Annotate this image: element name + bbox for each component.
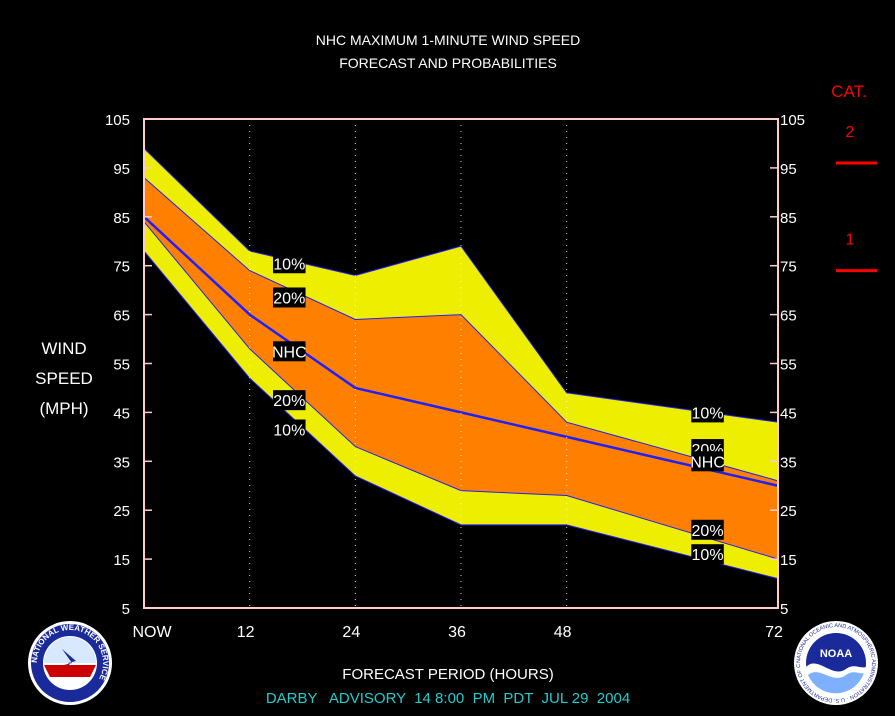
y-tick-label-right-25: 25	[780, 503, 797, 520]
band-label-9: 10%	[691, 544, 724, 565]
category-label-1: 1	[846, 232, 855, 249]
band-label-bg	[273, 390, 306, 411]
y-tick-label-right-85: 85	[780, 210, 797, 227]
band-label-7: NHC	[690, 451, 725, 472]
x-tick-label-0: NOW	[132, 624, 172, 641]
y-tick-label-left-65: 65	[113, 308, 130, 325]
band-label-bg	[273, 287, 306, 308]
edge-lower-10	[143, 250, 779, 580]
x-tick-label-72: 72	[765, 624, 783, 641]
band-label-0: 10%	[273, 253, 306, 274]
category-legend-header: CAT.	[831, 82, 867, 101]
band-label-1: 20%	[273, 287, 306, 308]
y-axis-label-line1: WIND	[41, 339, 86, 358]
band-label-text: 10%	[692, 405, 724, 422]
y-tick-label-left-15: 15	[113, 552, 130, 569]
band-label-text: 10%	[273, 423, 305, 440]
y-tick-label-right-65: 65	[780, 308, 797, 325]
band-label-bg	[273, 341, 306, 362]
band-label-text: NHC	[272, 344, 307, 361]
edge-upper-10	[143, 147, 779, 423]
x-tick-label-48: 48	[554, 624, 572, 641]
band-label-3: 20%	[273, 390, 306, 411]
chart-title-line2: FORECAST AND PROBABILITIES	[339, 55, 557, 71]
y-tick-label-right-105: 105	[780, 112, 805, 129]
noaa-logo-center: NOAA	[820, 648, 852, 660]
x-tick-label-36: 36	[448, 624, 466, 641]
band-label-text: 10%	[273, 256, 305, 273]
band-label-text: NHC	[690, 454, 725, 471]
category-legend: 21	[836, 124, 877, 273]
y-tick-label-left-55: 55	[113, 357, 130, 374]
y-tick-label-right-95: 95	[780, 161, 797, 178]
y-tick-label-left-45: 45	[113, 405, 130, 422]
category-label-2: 2	[846, 124, 855, 141]
band-20pct	[144, 177, 778, 560]
x-tick-label-12: 12	[237, 624, 255, 641]
y-tick-label-right-75: 75	[780, 259, 797, 276]
band-label-text: 20%	[273, 393, 305, 410]
y-axis-label-line3: (MPH)	[39, 399, 88, 418]
chart-title-line1: NHC MAXIMUM 1-MINUTE WIND SPEED	[316, 32, 580, 48]
y-tick-label-left-25: 25	[113, 503, 130, 520]
noaa-logo: NOAA NATIONAL OCEANIC AND ATMOSPHERIC AD…	[794, 621, 878, 705]
y-tick-label-right-45: 45	[780, 405, 797, 422]
nhc-forecast-line	[143, 215, 779, 487]
y-tick-label-right-5: 5	[780, 601, 788, 618]
band-label-text: 10%	[692, 547, 724, 564]
edge-lower-20	[143, 221, 779, 560]
band-label-5: 10%	[691, 402, 724, 423]
advisory-text: DARBY ADVISORY 14 8:00 PM PDT JUL 29 200…	[266, 690, 630, 707]
band-label-bg	[691, 544, 724, 565]
band-label-bg	[273, 419, 306, 440]
y-tick-label-left-95: 95	[113, 161, 130, 178]
y-tick-label-left-75: 75	[113, 259, 130, 276]
nws-logo: NATIONAL WEATHER SERVICE	[28, 621, 112, 705]
band-label-bg	[273, 253, 306, 274]
y-tick-label-left-85: 85	[113, 210, 130, 227]
y-axis-label-line2: SPEED	[35, 369, 93, 388]
y-tick-label-left-5: 5	[122, 601, 130, 618]
band-label-text: 20%	[273, 290, 305, 307]
band-label-8: 20%	[691, 519, 724, 540]
band-label-bg	[691, 519, 724, 540]
band-label-2: NHC	[272, 341, 307, 362]
y-tick-label-right-15: 15	[780, 552, 797, 569]
x-tick-label-24: 24	[342, 624, 360, 641]
edge-upper-20	[143, 177, 779, 482]
x-axis-label: FORECAST PERIOD (HOURS)	[342, 666, 553, 683]
band-label-bg	[691, 402, 724, 423]
y-tick-label-left-35: 35	[113, 454, 130, 471]
y-tick-label-right-55: 55	[780, 357, 797, 374]
band-label-4: 10%	[273, 419, 306, 440]
y-tick-label-right-35: 35	[780, 454, 797, 471]
band-label-bg	[691, 451, 724, 472]
y-tick-label-left-105: 105	[105, 112, 130, 129]
band-label-text: 20%	[692, 523, 724, 540]
